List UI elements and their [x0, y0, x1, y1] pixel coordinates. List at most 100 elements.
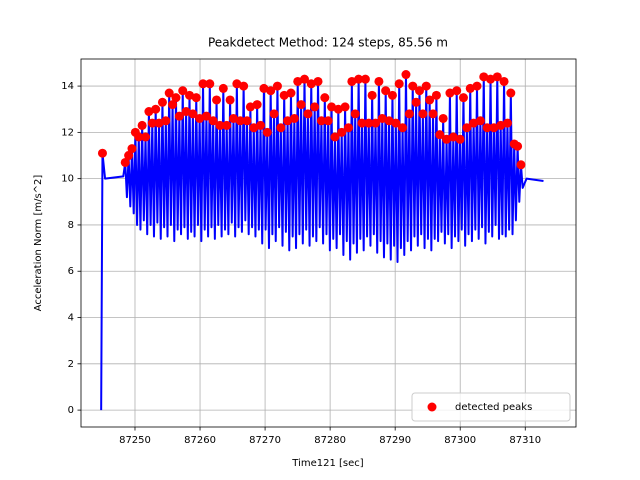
- peak-point: [266, 86, 276, 96]
- peak-point: [296, 100, 306, 110]
- peak-point: [235, 116, 245, 126]
- peak-point: [357, 118, 367, 128]
- y-tick-label: 14: [61, 81, 74, 92]
- peak-point: [421, 81, 431, 91]
- peak-point: [452, 86, 462, 96]
- peak-point: [435, 130, 445, 140]
- peak-point: [472, 81, 482, 91]
- peak-point: [127, 144, 137, 154]
- peak-point: [120, 157, 130, 167]
- x-tick-label: 87310: [509, 435, 541, 446]
- peak-point: [371, 118, 381, 128]
- peak-point: [381, 86, 391, 96]
- peak-point: [249, 123, 259, 133]
- peak-point: [316, 116, 326, 126]
- y-tick-label: 4: [68, 313, 74, 324]
- peak-point: [411, 97, 421, 107]
- y-tick-label: 0: [68, 405, 74, 416]
- peak-point: [408, 81, 418, 91]
- peak-point: [438, 113, 448, 123]
- peak-point: [506, 88, 516, 98]
- peak-point: [458, 93, 468, 103]
- chart-title: Peakdetect Method: 124 steps, 85.56 m: [208, 36, 448, 50]
- peak-point: [151, 104, 161, 114]
- peak-point: [144, 107, 154, 117]
- peak-point: [354, 74, 364, 84]
- x-axis-label: Time121 [sec]: [291, 458, 364, 469]
- peak-point: [313, 76, 323, 86]
- y-tick-label: 8: [68, 220, 74, 231]
- peak-point: [475, 116, 485, 126]
- peak-point: [418, 109, 428, 119]
- peak-point: [414, 86, 424, 96]
- peak-point: [367, 90, 377, 100]
- peak-point: [462, 123, 472, 133]
- peak-point: [184, 90, 194, 100]
- peak-point: [310, 102, 320, 112]
- peak-point: [239, 81, 249, 91]
- peak-point: [391, 118, 401, 128]
- peak-point: [374, 76, 384, 86]
- peak-point: [489, 123, 499, 133]
- peak-point: [252, 100, 262, 110]
- peak-point: [178, 86, 188, 96]
- peak-point: [218, 83, 228, 93]
- peak-point: [394, 79, 404, 89]
- x-tick-label: 87270: [249, 435, 281, 446]
- peak-point: [161, 116, 171, 126]
- peak-point: [330, 132, 340, 142]
- peak-point: [455, 134, 465, 144]
- peak-point: [198, 79, 208, 89]
- peak-point: [384, 116, 394, 126]
- peak-point: [293, 76, 303, 86]
- peak-point: [404, 109, 414, 119]
- peak-point: [205, 79, 215, 89]
- peak-point: [320, 93, 330, 103]
- legend-marker: [427, 402, 437, 412]
- peak-point: [269, 109, 279, 119]
- legend-box: [411, 392, 571, 422]
- peak-point: [513, 141, 523, 151]
- peak-point: [496, 120, 506, 130]
- peak-point: [195, 113, 205, 123]
- peak-point: [147, 118, 157, 128]
- x-tick-label: 87280: [314, 435, 346, 446]
- peak-point: [516, 160, 526, 170]
- peak-point: [141, 132, 151, 142]
- peak-point: [124, 151, 134, 161]
- y-tick-label: 10: [61, 174, 74, 185]
- peak-point: [401, 70, 411, 80]
- x-tick-label: 87300: [444, 435, 476, 446]
- peak-point: [360, 74, 370, 84]
- peak-point: [134, 132, 144, 142]
- x-tick-label: 87260: [184, 435, 216, 446]
- peak-point: [465, 83, 475, 93]
- axes-frame: [80, 58, 577, 428]
- peak-point: [225, 95, 235, 105]
- peak-point: [212, 95, 222, 105]
- peak-point: [448, 132, 458, 142]
- peak-point: [154, 118, 164, 128]
- peak-point: [350, 109, 360, 119]
- peak-point: [347, 76, 357, 86]
- peak-point: [442, 134, 452, 144]
- peak-point: [377, 113, 387, 123]
- peak-point: [486, 74, 496, 84]
- peak-point: [222, 120, 232, 130]
- peak-point: [431, 90, 441, 100]
- peak-point: [245, 102, 255, 112]
- legend: detected peaks: [411, 392, 571, 422]
- peak-point: [215, 120, 225, 130]
- peak-point: [201, 111, 211, 121]
- peak-point: [327, 102, 337, 112]
- peak-point: [191, 93, 201, 103]
- peak-point: [323, 116, 333, 126]
- peak-point: [387, 90, 397, 100]
- peak-point: [283, 116, 293, 126]
- peak-point: [181, 107, 191, 117]
- peak-point: [492, 72, 502, 82]
- y-tick-label: 6: [68, 266, 74, 277]
- peak-point: [168, 100, 178, 110]
- peak-point: [499, 76, 509, 86]
